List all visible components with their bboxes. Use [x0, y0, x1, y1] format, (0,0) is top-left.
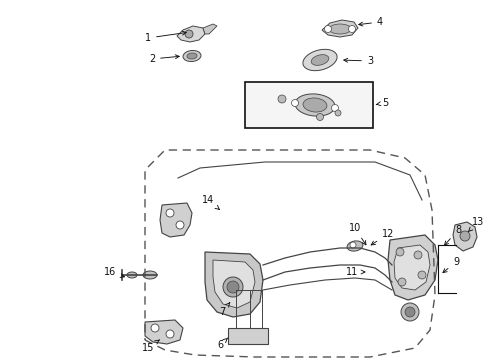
Text: 15: 15: [142, 340, 159, 353]
Text: 14: 14: [202, 195, 219, 210]
Text: 4: 4: [358, 17, 382, 27]
Circle shape: [331, 104, 338, 112]
Ellipse shape: [346, 241, 362, 251]
Text: 2: 2: [148, 54, 179, 64]
Circle shape: [334, 110, 340, 116]
Polygon shape: [160, 203, 192, 237]
Polygon shape: [393, 245, 429, 290]
Bar: [227, 328, 267, 344]
Ellipse shape: [302, 49, 336, 71]
Circle shape: [459, 231, 469, 241]
Circle shape: [417, 271, 425, 279]
Text: 13: 13: [468, 217, 483, 232]
Circle shape: [400, 303, 418, 321]
Text: 1: 1: [144, 31, 186, 43]
Polygon shape: [145, 320, 183, 344]
Circle shape: [348, 26, 355, 32]
Circle shape: [413, 251, 421, 259]
Circle shape: [165, 330, 174, 338]
Circle shape: [349, 242, 355, 248]
Text: 10: 10: [348, 223, 365, 245]
Polygon shape: [213, 260, 254, 308]
Circle shape: [184, 30, 193, 38]
Circle shape: [226, 281, 239, 293]
Circle shape: [151, 324, 159, 332]
Polygon shape: [203, 24, 217, 34]
Circle shape: [278, 95, 285, 103]
Text: 6: 6: [217, 338, 227, 350]
Text: 12: 12: [370, 229, 393, 245]
Circle shape: [324, 26, 331, 32]
Polygon shape: [452, 222, 476, 251]
Text: 8: 8: [444, 225, 460, 245]
Polygon shape: [387, 235, 437, 300]
Circle shape: [291, 99, 298, 107]
Text: 7: 7: [219, 303, 229, 317]
Ellipse shape: [303, 98, 326, 112]
Ellipse shape: [142, 271, 157, 279]
Ellipse shape: [183, 50, 201, 62]
Text: 11: 11: [345, 267, 364, 277]
Ellipse shape: [186, 53, 197, 59]
Text: 5: 5: [375, 98, 387, 108]
Circle shape: [176, 221, 183, 229]
Bar: [244, 82, 372, 128]
Circle shape: [395, 248, 403, 256]
Polygon shape: [177, 26, 204, 42]
Circle shape: [316, 113, 323, 121]
Ellipse shape: [294, 94, 334, 116]
Ellipse shape: [328, 24, 350, 34]
Ellipse shape: [310, 55, 328, 66]
Circle shape: [404, 307, 414, 317]
Text: 3: 3: [343, 56, 372, 66]
Ellipse shape: [127, 272, 137, 278]
Text: 16: 16: [103, 267, 124, 278]
Polygon shape: [204, 252, 263, 317]
Text: 9: 9: [442, 257, 458, 273]
Circle shape: [223, 277, 243, 297]
Polygon shape: [321, 20, 357, 37]
Circle shape: [397, 278, 405, 286]
Circle shape: [165, 209, 174, 217]
